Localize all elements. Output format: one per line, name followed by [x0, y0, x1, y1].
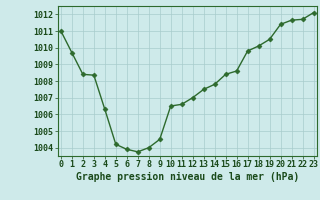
X-axis label: Graphe pression niveau de la mer (hPa): Graphe pression niveau de la mer (hPa) [76, 172, 299, 182]
